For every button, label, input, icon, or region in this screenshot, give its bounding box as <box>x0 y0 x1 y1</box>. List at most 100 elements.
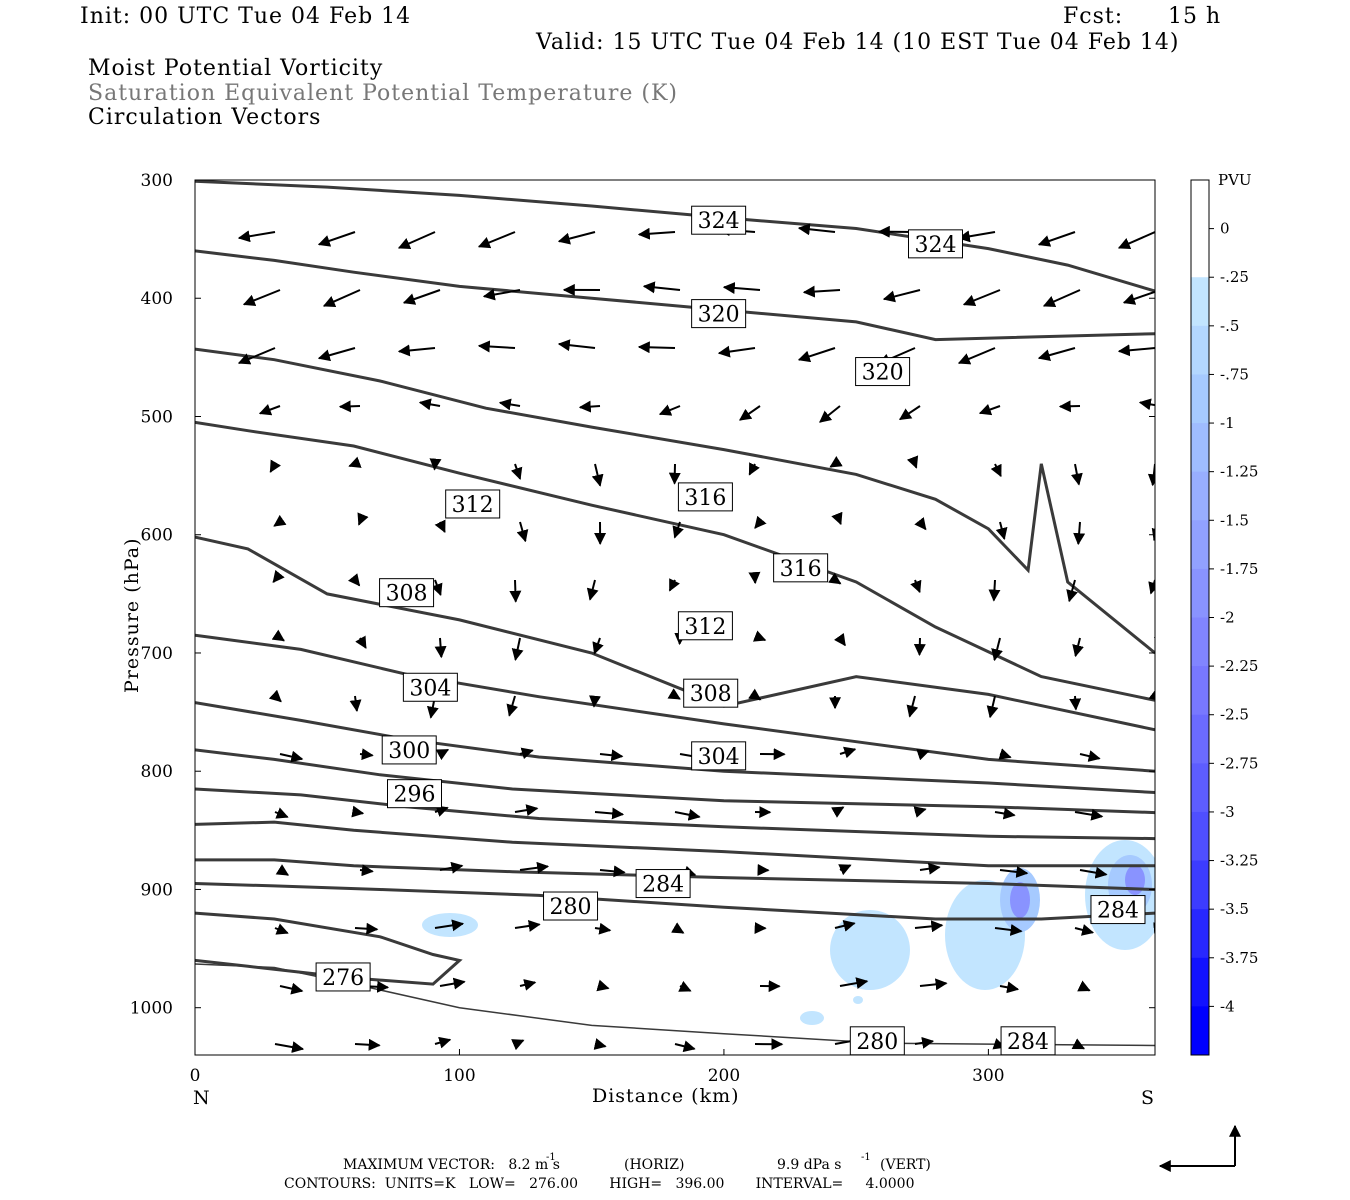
circulation-vector <box>962 289 1001 307</box>
circulation-vector <box>359 864 374 877</box>
plot-frame <box>194 179 1156 1056</box>
circulation-vector <box>828 572 842 585</box>
contour-label-text: 308 <box>386 582 428 607</box>
circulation-vector <box>594 807 625 820</box>
circulation-vector <box>674 1040 696 1053</box>
colorbar-swatch <box>1191 617 1209 667</box>
circulation-vector <box>1069 695 1082 711</box>
contour-label-text: 312 <box>684 615 726 640</box>
circulation-vector <box>637 227 676 240</box>
circulation-vector <box>273 514 287 527</box>
contour-label-text: 312 <box>452 493 494 518</box>
circulation-vector <box>839 746 857 759</box>
circulation-vector <box>642 281 681 294</box>
contour-288-10 <box>195 858 1155 891</box>
contour-label-text: 320 <box>698 303 740 328</box>
contour-label: 296 <box>387 779 443 809</box>
circulation-vector <box>354 922 379 935</box>
max-vector-vert: (VERT) <box>880 1157 931 1173</box>
colorbar-label: -1 <box>1220 414 1235 432</box>
circulation-vector <box>511 637 524 661</box>
contour-316-3 <box>195 420 1155 702</box>
circulation-vector <box>268 689 282 703</box>
contour-label: 312 <box>677 611 733 641</box>
circulation-vector <box>834 919 856 932</box>
contour-label-text: 296 <box>394 783 436 808</box>
circulation-vector <box>802 285 841 298</box>
circulation-vector <box>347 573 361 587</box>
circulation-vector <box>916 748 930 761</box>
circulation-vector <box>322 289 361 308</box>
contour-info: CONTOURS: UNITS=K LOW= 276.00 HIGH= 396.… <box>284 1176 915 1192</box>
colorbar-swatch <box>1191 666 1209 716</box>
contour-label: 316 <box>677 482 733 512</box>
circulation-vector <box>591 463 604 487</box>
contour-label-text: 280 <box>550 895 592 920</box>
circulation-vector <box>434 919 465 932</box>
forecast-label: Fcst: <box>1063 4 1124 29</box>
circulation-vector <box>482 288 521 301</box>
contour-label: 308 <box>379 578 435 608</box>
field-title-mpv: Moist Potential Vorticity <box>88 56 384 81</box>
max-vector-exp-horiz: -1 <box>546 1152 556 1163</box>
circulation-vector <box>1160 753 1187 754</box>
forecast-hours: 15 h <box>1168 4 1222 29</box>
circulation-vector <box>274 923 289 935</box>
circulation-vector <box>990 463 1002 478</box>
circulation-vector <box>882 289 921 303</box>
x-axis-label: Distance (km) <box>592 1085 740 1107</box>
circulation-vector <box>1117 231 1155 250</box>
circulation-vector <box>498 398 521 411</box>
contour-label: 320 <box>691 299 747 329</box>
circulation-vector <box>477 231 516 249</box>
contour-label: 280 <box>849 1026 905 1056</box>
circulation-vector <box>519 979 537 991</box>
contour-292-9 <box>195 820 1155 868</box>
circulation-vector <box>439 861 464 874</box>
contour-label: 284 <box>1000 1026 1056 1056</box>
contour-324-0 <box>195 180 1155 293</box>
circulation-vector <box>1071 1038 1086 1050</box>
circulation-vector <box>752 630 767 642</box>
circulation-vector <box>434 637 447 659</box>
circulation-vector <box>674 808 701 821</box>
circulation-vector <box>829 456 843 468</box>
colorbar-label: -.25 <box>1220 268 1249 286</box>
circulation-vector <box>511 1039 525 1051</box>
circulation-vector <box>1072 637 1084 658</box>
y-tick-label: 600 <box>141 526 173 546</box>
contour-label: 284 <box>1090 895 1146 925</box>
circulation-vector <box>586 579 599 601</box>
circulation-vector <box>434 805 449 817</box>
circulation-vector <box>667 688 681 700</box>
colorbar-label: -1.75 <box>1220 560 1258 578</box>
circulation-vector <box>269 459 282 473</box>
y-tick-label: 700 <box>141 644 173 664</box>
circulation-vector <box>274 807 289 819</box>
circulation-vector <box>839 977 869 990</box>
circulation-vector <box>998 748 1012 760</box>
colorbar-label: -3.5 <box>1220 900 1249 918</box>
circulation-vector <box>354 1038 381 1051</box>
circulation-vector <box>1058 400 1081 413</box>
circulation-vector <box>833 632 846 647</box>
colorbar-swatch <box>1191 228 1209 278</box>
circulation-vector <box>1138 398 1155 411</box>
circulation-vector <box>672 521 684 539</box>
circulation-vector <box>914 517 927 531</box>
circulation-vector <box>593 1038 607 1050</box>
circulation-vector <box>919 978 948 991</box>
max-vector-exp-vert: -1 <box>861 1152 871 1163</box>
contour-label-text: 300 <box>388 739 430 764</box>
circulation-vector <box>477 340 516 353</box>
circulation-vector <box>995 521 1008 540</box>
circulation-vector <box>999 981 1020 994</box>
circulation-vector <box>357 512 369 526</box>
contour-300-7 <box>195 748 1155 815</box>
circulation-vector <box>906 695 919 718</box>
contour-label-text: 284 <box>1097 899 1139 924</box>
max-vector-vert-value: 9.9 dPa s <box>777 1157 842 1173</box>
colorbar-swatch <box>1191 277 1209 327</box>
circulation-vector <box>418 398 441 411</box>
